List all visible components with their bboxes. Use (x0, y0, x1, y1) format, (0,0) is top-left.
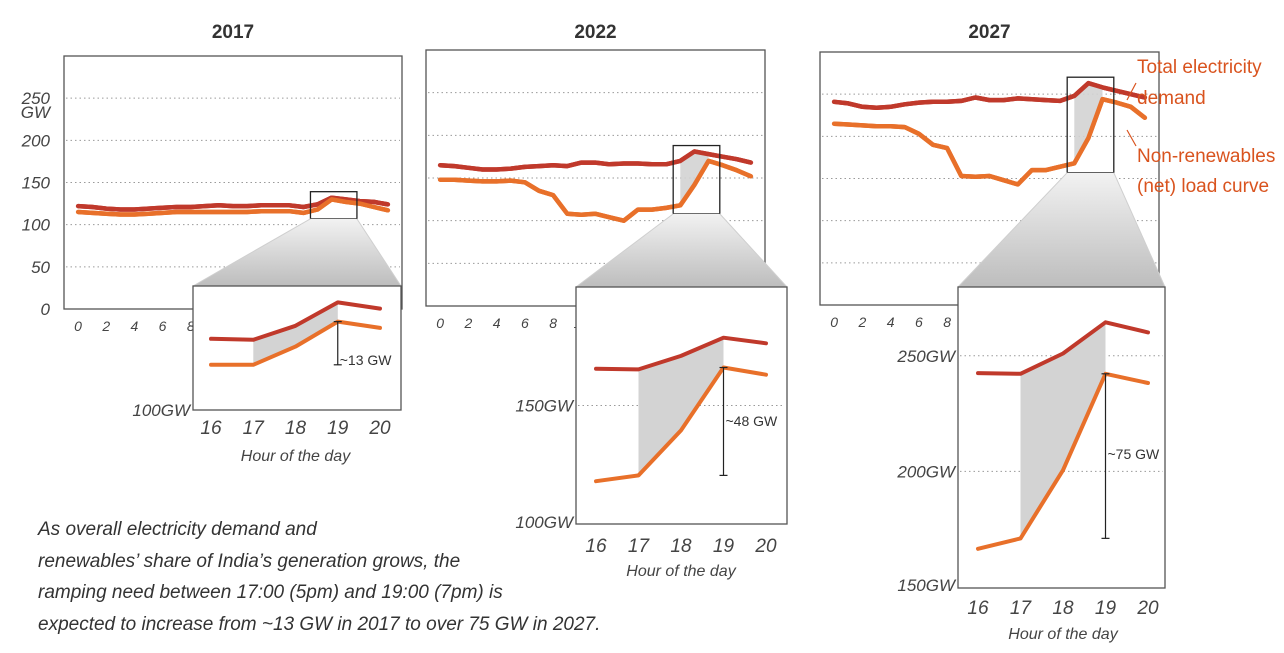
zoom-x-axis-label: Hour of the day (1008, 626, 1118, 643)
y-tick-label: 50 (31, 258, 50, 277)
legend-demand-pointer (1126, 82, 1137, 101)
zoom-connector-edge (719, 213, 788, 288)
x-tick-label: 6 (521, 315, 529, 331)
zoom-y-tick-label: 100GW (132, 401, 192, 420)
series-line-demand-top (833, 80, 1146, 110)
highlight-box (309, 191, 358, 220)
legend-demand-line2: demand (1137, 88, 1206, 109)
highlight-box (672, 144, 721, 215)
ramp-shade (1020, 322, 1106, 539)
main-ramp-shade (1074, 83, 1103, 164)
zoom-y-tick-label: 100GW (515, 513, 575, 532)
legend-net-line1: Non-renewables (1137, 146, 1275, 167)
ramp-shade (253, 302, 338, 365)
x-tick-label: 2 (101, 318, 110, 334)
zoom-y-tick-label: 150GW (897, 576, 957, 595)
y-tick-label: 100 (22, 216, 51, 235)
zoom-x-axis-label: Hour of the day (241, 448, 351, 465)
y-tick-label: 250 (21, 89, 51, 108)
zoom-connector-edge (575, 213, 674, 288)
y-tick-label: 200 (21, 131, 51, 150)
zoom-connector-edge (957, 172, 1068, 288)
zoom-x-tick-label: 20 (754, 536, 777, 557)
x-tick-label: 0 (74, 318, 82, 334)
zoom-panel-2027: 150GW 200GW 250GW ~75 GW 16 17 18 19 20 Hour of t… (896, 286, 1166, 643)
caption-line-3: ramping need between 17:00 (5pm) and 19:… (38, 582, 503, 603)
zoom-x-tick-label: 17 (1010, 598, 1033, 619)
y-tick-label: 150 (22, 174, 51, 193)
zoom-x-tick-label: 16 (967, 598, 989, 619)
zoom-connector-edge (192, 218, 311, 287)
x-tick-label: 0 (436, 315, 444, 331)
zoom-line-net (976, 371, 1150, 551)
series-line-net-top (77, 197, 389, 217)
x-tick-label: 8 (943, 314, 951, 330)
panel-2017: 2017050100150200250GW024681012 (21, 22, 403, 334)
x-tick-label: 4 (493, 315, 501, 331)
zoom-connector (576, 213, 787, 287)
zoom-connector (193, 218, 401, 286)
x-tick-label: 4 (887, 314, 895, 330)
zoom-x-tick-label: 19 (1095, 598, 1117, 619)
panel-title: 2017 (212, 22, 254, 43)
x-tick-label: 4 (131, 318, 139, 334)
zoom-line-demand (209, 300, 382, 342)
zoom-line-demand (594, 335, 768, 372)
panel-title: 2022 (574, 22, 616, 43)
y-axis-label: GW (21, 103, 52, 122)
caption-line-1: As overall electricity demand and (38, 519, 317, 540)
series-line-demand-top (439, 149, 752, 172)
caption-line-2: renewables’ share of India’s generation … (38, 550, 461, 572)
zoom-y-tick-label: 150GW (515, 397, 575, 416)
zoom-x-tick-label: 18 (1052, 598, 1074, 619)
zoom-x-tick-label: 20 (368, 418, 391, 439)
zoom-connector-edge (1113, 172, 1166, 288)
series-line-net-top (833, 96, 1147, 187)
zoom-connector (958, 172, 1165, 287)
ramp-label: ~13 GW (340, 352, 393, 368)
zoom-x-tick-label: 18 (670, 536, 692, 557)
legend-net-pointer (1126, 129, 1137, 147)
x-tick-label: 6 (915, 314, 923, 330)
ramp-label: ~75 GW (1108, 446, 1161, 462)
ramp-label: ~48 GW (726, 413, 779, 429)
zoom-x-tick-label: 19 (327, 418, 349, 439)
zoom-x-tick-label: 16 (200, 418, 222, 439)
panel-2022: 20220246810 (425, 22, 788, 331)
zoom-x-axis-label: Hour of the day (626, 563, 736, 580)
highlight-box (1066, 76, 1115, 174)
zoom-line-net (594, 365, 768, 484)
zoom-x-tick-label: 18 (285, 418, 307, 439)
zoom-x-tick-label: 20 (1136, 598, 1159, 619)
x-tick-label: 2 (857, 314, 866, 330)
x-tick-label: 6 (159, 318, 167, 334)
series-line-net-top (440, 158, 752, 223)
x-tick-label: 0 (830, 314, 838, 330)
ramp-shade (638, 337, 724, 476)
zoom-line-net (209, 319, 382, 367)
zoom-x-tick-label: 17 (628, 536, 651, 557)
x-tick-label: 2 (463, 315, 472, 331)
panel-title: 2027 (968, 22, 1010, 43)
zoom-connector-edge (356, 218, 402, 287)
zoom-x-tick-label: 17 (243, 418, 266, 439)
legend-demand-line1: Total electricity (1137, 57, 1262, 78)
x-tick-label: 8 (549, 315, 557, 331)
caption-line-4: expected to increase from ~13 GW in 2017… (38, 613, 601, 635)
x-tick-label: 8 (187, 318, 195, 334)
zoom-x-tick-label: 19 (713, 536, 735, 557)
zoom-line-demand (976, 320, 1150, 376)
legend-net-line2: (net) load curve (1137, 176, 1269, 197)
zoom-y-tick-label: 200GW (896, 462, 957, 481)
zoom-x-tick-label: 16 (585, 536, 607, 557)
zoom-panel-2022: 100GW 150GW ~48 GW 16 17 18 19 20 Hour of the da… (515, 286, 788, 580)
zoom-y-tick-label: 250GW (896, 347, 957, 366)
caption: As overall electricity demand and renewa… (38, 514, 658, 640)
zoom-panel-2017: 100GW ~13 GW 16 17 18 19 20 Hour of the day (132, 285, 402, 465)
y-tick-label: 0 (41, 300, 51, 319)
legend: Total electricity demand Non-renewables (ne… (1126, 57, 1275, 197)
